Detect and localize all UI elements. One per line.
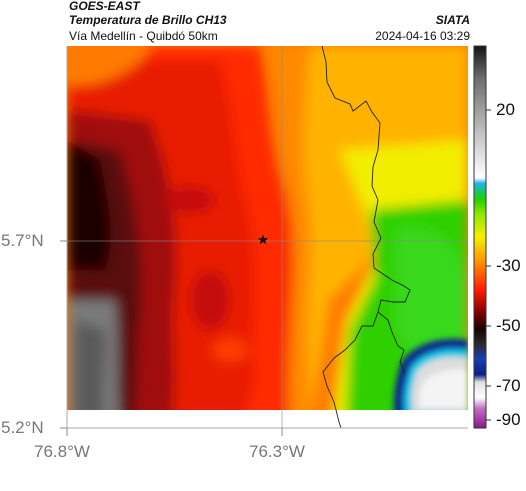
colorbar xyxy=(473,45,491,429)
colorbar-tick-label: -50 xyxy=(496,316,521,335)
latitude-label: 5.7°N xyxy=(1,231,44,250)
star-marker xyxy=(257,234,269,245)
route-subtitle: Vía Medellín - Quibdó 50km xyxy=(69,29,218,43)
longitude-label: 76.3°W xyxy=(249,442,305,461)
datetime-label: 2024-04-16 03:29 xyxy=(375,29,470,43)
colorbar-tick-label: -70 xyxy=(496,376,521,395)
product-title: Temperatura de Brillo CH13 xyxy=(69,13,227,27)
longitude-label: 76.8°W xyxy=(34,442,90,461)
colorbar-tick-label: 20 xyxy=(496,100,515,119)
organization-label: SIATA xyxy=(435,13,470,27)
colorbar-tick-label: -90 xyxy=(496,410,521,429)
department-border xyxy=(321,46,411,428)
department-border xyxy=(377,311,406,375)
latitude-label: 5.2°N xyxy=(1,418,44,437)
colorbar-tick-label: -30 xyxy=(496,256,521,275)
satellite-title: GOES-EAST xyxy=(69,0,140,13)
